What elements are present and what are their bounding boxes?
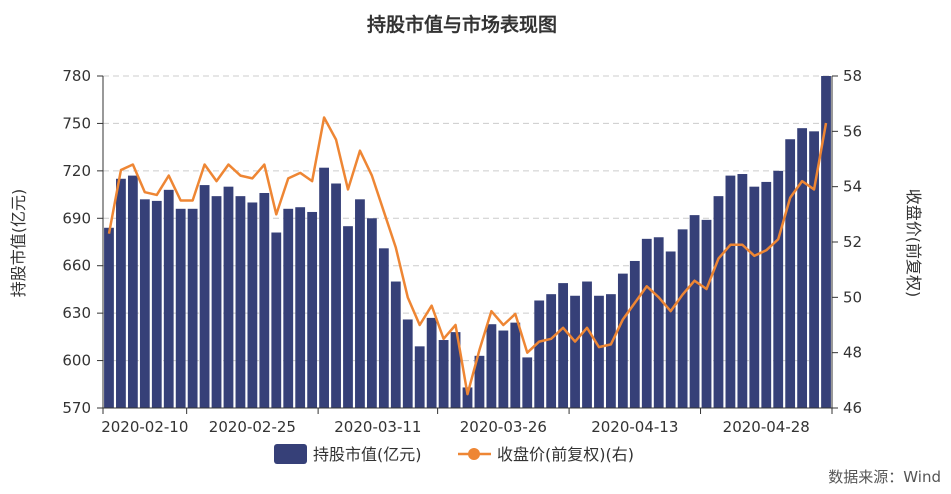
y-left-tick-label: 600 (62, 352, 91, 370)
bar (582, 281, 592, 408)
y-left-tick-label: 630 (62, 304, 91, 322)
y-left-tick-label: 780 (62, 67, 91, 85)
bar (355, 199, 365, 408)
y-axis-right-title: 收盘价(前复权) (904, 189, 923, 298)
bar (175, 208, 186, 408)
bar (390, 281, 401, 408)
bar (558, 283, 569, 408)
bar (474, 355, 485, 408)
bar (211, 196, 222, 408)
y-left-tick-label: 570 (62, 399, 91, 417)
bar (187, 208, 198, 408)
bar (331, 183, 341, 408)
bar (343, 226, 353, 408)
bar (450, 332, 461, 408)
x-tick-label: 2020-04-28 (723, 418, 810, 436)
y-right-tick-label: 52 (843, 233, 862, 251)
legend-line-marker (468, 448, 480, 460)
y-axis-left-title: 持股市值(亿元) (9, 189, 28, 298)
bar (785, 139, 796, 408)
y-left-tick-label: 690 (62, 209, 91, 227)
bar (402, 319, 413, 408)
bar (653, 237, 664, 408)
x-tick-label: 2020-02-10 (101, 418, 188, 436)
bar (797, 128, 808, 408)
bar-series (104, 76, 831, 409)
bar (426, 317, 437, 408)
bar (414, 346, 425, 408)
bar (570, 295, 580, 408)
x-tick-label: 2020-03-26 (460, 418, 547, 436)
bar (821, 76, 831, 408)
bar (116, 178, 126, 408)
legend-bar-swatch (274, 444, 307, 464)
bar (307, 211, 318, 408)
line-series (107, 116, 828, 396)
bar (378, 248, 389, 408)
bar (462, 387, 473, 408)
bar (366, 218, 377, 408)
axes (97, 75, 838, 414)
bar (486, 324, 497, 408)
bar (546, 294, 557, 408)
bar (749, 186, 760, 408)
bar (127, 175, 138, 408)
bar (259, 192, 270, 408)
bar (522, 357, 533, 408)
y-right-tick-label: 50 (843, 288, 862, 306)
x-tick-label: 2020-04-13 (591, 418, 678, 436)
y-right-tick-label: 58 (843, 67, 862, 85)
legend: 持股市值(亿元) 收盘价(前复权)(右) (274, 444, 634, 464)
bar (677, 229, 688, 408)
bar (665, 251, 676, 408)
bar (199, 185, 210, 408)
bar (438, 340, 449, 408)
y-right-tick-label: 54 (843, 178, 862, 196)
bar (151, 200, 162, 408)
bar (617, 273, 628, 408)
bar (247, 202, 258, 408)
bar (235, 196, 246, 408)
legend-line-label: 收盘价(前复权)(右) (497, 445, 634, 464)
bar (606, 294, 616, 408)
y-left-tick-label: 750 (62, 114, 91, 132)
bar (223, 186, 234, 408)
bar (713, 196, 724, 408)
legend-bar-label: 持股市值(亿元) (313, 445, 422, 464)
bar (283, 208, 294, 408)
bar (271, 232, 282, 408)
bar (701, 219, 712, 408)
bar (104, 227, 114, 408)
bar (139, 199, 150, 408)
bar (773, 170, 784, 408)
x-tick-label: 2020-02-25 (209, 418, 296, 436)
bar (629, 260, 640, 408)
bar (534, 300, 545, 408)
bar (163, 189, 174, 408)
line-path (107, 116, 828, 396)
bar (641, 238, 652, 408)
bar (295, 207, 306, 408)
y-left-tick-label: 720 (62, 162, 91, 180)
bar (498, 330, 509, 408)
bar (510, 322, 521, 408)
x-tick-label: 2020-03-11 (334, 418, 421, 436)
bar (761, 181, 772, 408)
bar (809, 131, 819, 409)
bar (319, 167, 329, 408)
bar (689, 215, 700, 408)
y-right-tick-label: 48 (843, 344, 862, 362)
y-right-tick-label: 56 (843, 122, 862, 140)
chart-title: 持股市值与市场表现图 (367, 13, 557, 36)
data-source: 数据来源：Wind (828, 468, 941, 486)
bar (737, 174, 748, 408)
y-left-tick-label: 660 (62, 257, 91, 275)
bar (725, 175, 736, 408)
y-right-tick-label: 46 (843, 399, 862, 417)
bar (594, 295, 604, 408)
tick-labels: 570 600 630 660 690 720 750 780 46 48 50 52 54 56 58 20… (62, 67, 862, 436)
